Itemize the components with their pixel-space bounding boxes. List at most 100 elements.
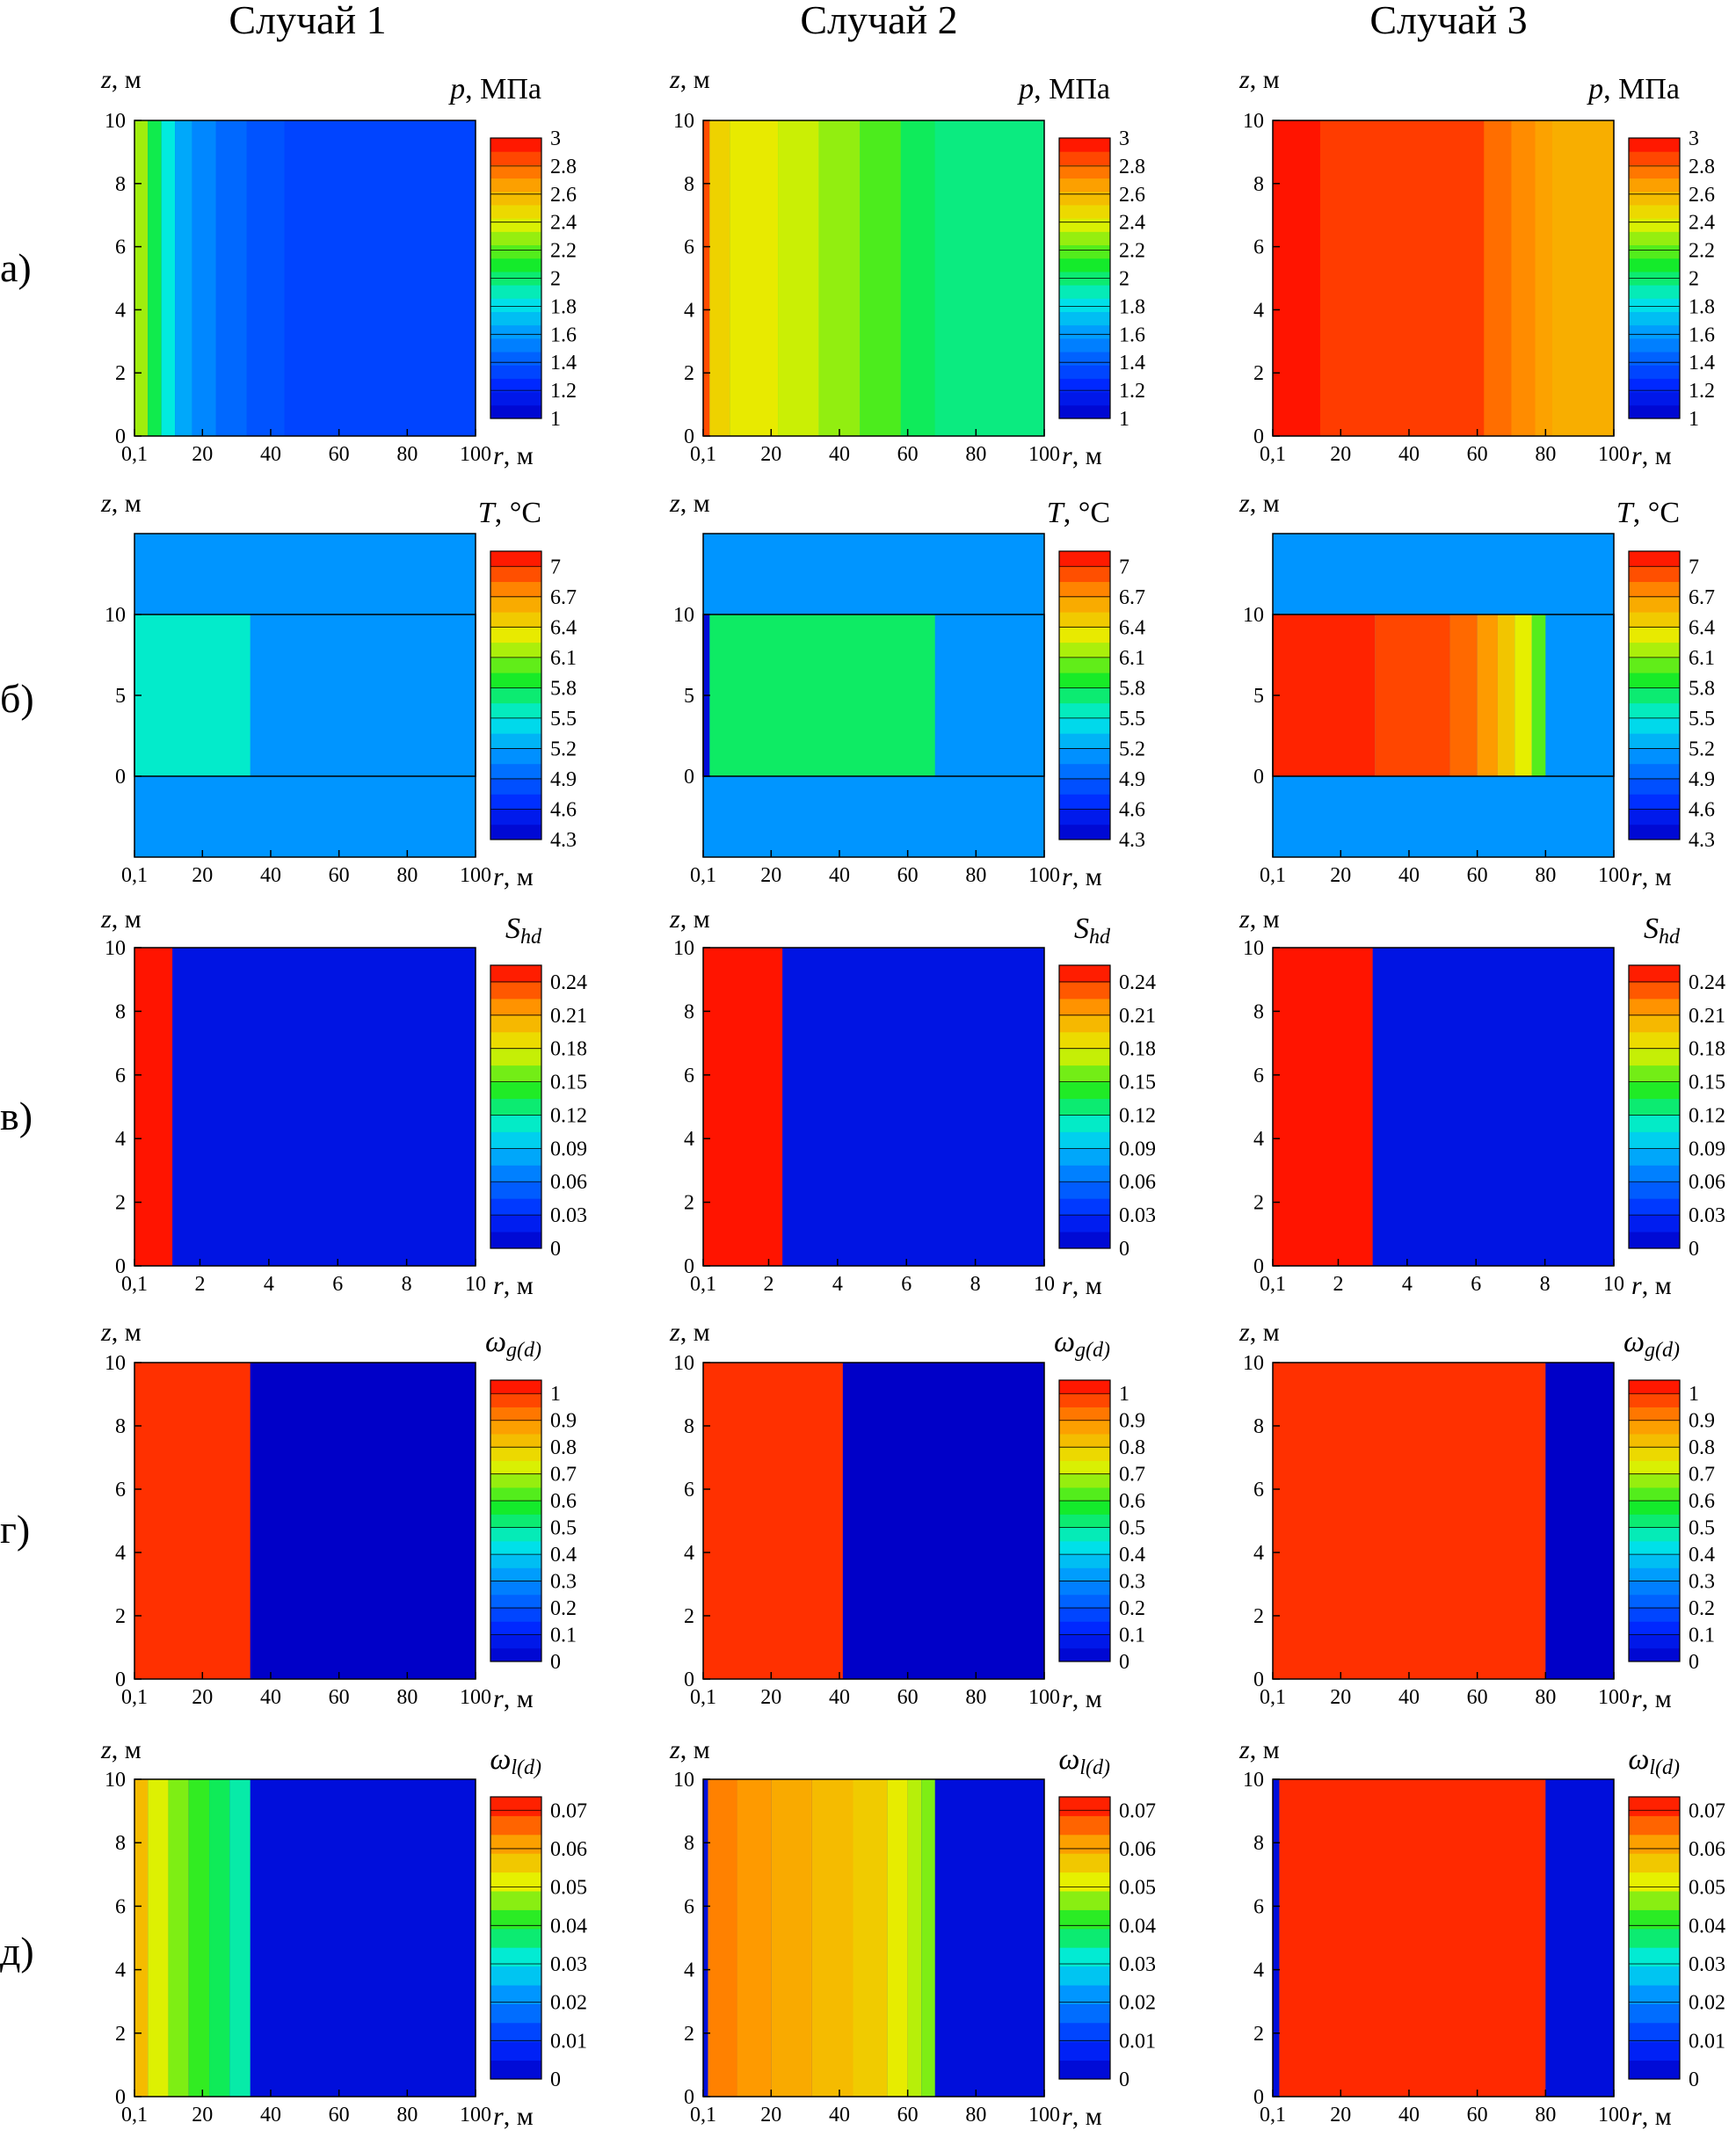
y-tick-label: 0	[115, 766, 126, 789]
field-band	[778, 120, 819, 436]
colorbar-segment	[1629, 178, 1680, 193]
colorbar-tick-label: 1.4	[1689, 352, 1715, 374]
colorbar-segment	[490, 1014, 541, 1033]
colorbar-segment	[1629, 1514, 1680, 1529]
colorbar-segment	[1059, 191, 1110, 206]
y-tick-label: 2	[1253, 362, 1264, 385]
colorbar-segment	[1059, 378, 1110, 393]
colorbar-segment	[490, 748, 541, 765]
colorbar-segment	[490, 378, 541, 393]
colorbar-segment	[1059, 324, 1110, 339]
colorbar-segment	[1059, 1131, 1110, 1149]
colorbar-segment	[1629, 1447, 1680, 1461]
y-tick-label: 4	[115, 1128, 126, 1151]
colorbar-segment	[1629, 627, 1680, 643]
colorbar-tick-label: 0.6	[1689, 1490, 1715, 1513]
colorbar-tick-label: 6.7	[1119, 586, 1145, 609]
colorbar-segment	[1629, 1909, 1680, 1930]
colorbar-segment	[1059, 1567, 1110, 1582]
y-tick-label: 4	[684, 1128, 694, 1151]
colorbar-segment	[490, 1447, 541, 1461]
x-tick-label: 80	[965, 1686, 986, 1709]
colorbar-segment	[1059, 1081, 1110, 1100]
colorbar-segment	[1059, 1014, 1110, 1033]
colorbar-segment	[490, 1181, 541, 1199]
y-tick-label: 0	[115, 1255, 126, 1278]
colorbar-tick-label: 1.2	[1119, 380, 1145, 403]
x-tick-label: 100	[1598, 443, 1630, 466]
variable-label: p, МПа	[448, 73, 541, 105]
colorbar-tick-label: 0.06	[1119, 1838, 1156, 1861]
colorbar-tick-label: 0.3	[550, 1571, 577, 1594]
colorbar-segment	[1629, 733, 1680, 749]
colorbar-segment	[1059, 1594, 1110, 1609]
y-tick-label: 2	[684, 362, 694, 385]
colorbar-segment	[1629, 1407, 1680, 1421]
colorbar-segment	[1059, 657, 1110, 673]
field-band	[907, 1779, 922, 2097]
colorbar-segment	[1059, 1909, 1110, 1930]
colorbar-segment	[1059, 1928, 1110, 1948]
colorbar-segment	[1059, 1527, 1110, 1542]
colorbar-tick-label: 0.09	[550, 1138, 587, 1160]
colorbar-segment	[1059, 981, 1110, 1000]
y-tick-label: 4	[684, 1542, 694, 1565]
x-tick-label: 20	[192, 443, 213, 466]
colorbar-tick-label: 5.2	[550, 738, 577, 760]
x-tick-label: 6	[1471, 1273, 1481, 1296]
field-band	[161, 120, 176, 436]
x-tick-label: 40	[829, 864, 850, 887]
plot-frame	[134, 1362, 476, 1680]
colorbar-tick-label: 0.04	[1689, 1915, 1725, 1938]
field-band	[1514, 614, 1532, 776]
colorbar-segment	[490, 352, 541, 366]
colorbar-segment	[1059, 1947, 1110, 1967]
x-axis-label: r, м	[493, 862, 534, 891]
colorbar-segment	[1629, 1608, 1680, 1622]
colorbar-segment	[1629, 1872, 1680, 1892]
colorbar-segment	[490, 824, 541, 840]
field-band	[708, 1779, 737, 2097]
colorbar-segment	[1629, 2041, 1680, 2061]
x-tick-label: 6	[901, 1273, 912, 1296]
y-tick-label: 10	[1243, 110, 1264, 133]
colorbar-segment	[1059, 748, 1110, 765]
colorbar-segment	[1629, 1460, 1680, 1475]
colorbar-segment	[1059, 1393, 1110, 1407]
colorbar-segment	[1629, 311, 1680, 326]
colorbar-segment	[1629, 1014, 1680, 1033]
colorbar-segment	[490, 581, 541, 598]
colorbar-segment	[490, 1065, 541, 1083]
x-tick-label: 20	[760, 2104, 781, 2127]
colorbar-segment	[490, 1215, 541, 1232]
y-tick-label: 0	[684, 766, 694, 789]
colorbar-tick-label: 5.5	[1689, 708, 1715, 731]
row-label-v: в)	[0, 1094, 33, 1138]
panel-row5-case2: 0,1 20 40 60 80 100 0 2 4 6 8 10 r, м z, м ωl(d) 0 0.01 0…	[669, 1735, 1156, 2131]
plot-frame	[1272, 1778, 1615, 2097]
y-tick-label: 2	[684, 2023, 694, 2046]
y-tick-label: 10	[105, 1769, 126, 1792]
x-tick-label: 80	[965, 864, 986, 887]
x-axis-label: r, м	[493, 2102, 534, 2131]
colorbar-tick-label: 0.21	[1119, 1005, 1156, 1028]
x-tick-label: 2	[763, 1273, 774, 1296]
y-tick-label: 10	[1243, 604, 1264, 627]
colorbar-tick-label: 0	[550, 1238, 561, 1261]
y-axis-label: z, м	[1238, 1318, 1280, 1347]
colorbar-segment	[1059, 1621, 1110, 1636]
colorbar-tick-label: 1	[550, 1383, 561, 1406]
colorbar-segment	[490, 1947, 541, 1967]
colorbar-segment	[490, 672, 541, 688]
x-tick-label: 60	[1467, 2104, 1488, 2127]
row-labels: а) б) в) г) д)	[0, 245, 34, 1974]
colorbar-segment	[490, 138, 541, 152]
y-tick-label: 10	[673, 1769, 694, 1792]
colorbar-tick-label: 0.06	[550, 1838, 587, 1861]
colorbar-tick-label: 0.18	[550, 1038, 587, 1061]
x-tick-label: 0,1	[121, 1686, 148, 1709]
colorbar-tick-label: 5.2	[1119, 738, 1145, 760]
x-tick-label: 100	[460, 1686, 491, 1709]
colorbar-segment	[1629, 1473, 1680, 1488]
colorbar-tick-label: 1.8	[1689, 295, 1715, 318]
